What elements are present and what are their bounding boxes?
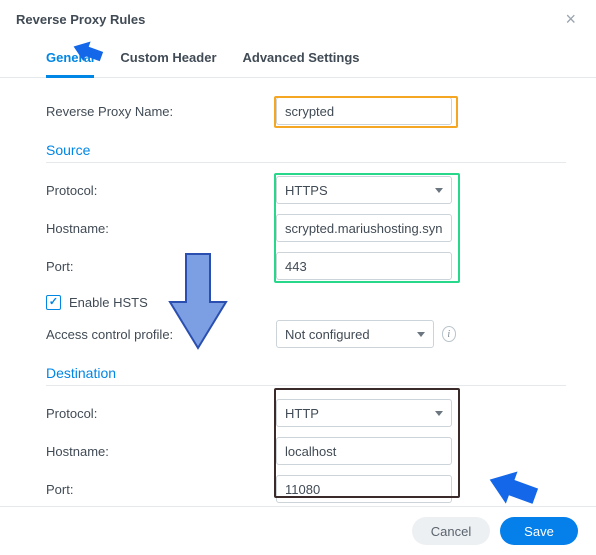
label-reverse-proxy-name: Reverse Proxy Name: [46, 104, 276, 119]
label-dst-protocol: Protocol: [46, 406, 276, 421]
src-hostname-input[interactable] [276, 214, 452, 242]
src-protocol-value: HTTPS [285, 183, 328, 198]
row-reverse-proxy-name: Reverse Proxy Name: [46, 94, 566, 128]
content-area: Reverse Proxy Name: Source Protocol: HTT… [0, 78, 596, 518]
section-source-title: Source [46, 132, 566, 163]
label-src-port: Port: [46, 259, 276, 274]
access-control-profile-select[interactable]: Not configured [276, 320, 434, 348]
dst-protocol-select[interactable]: HTTP [276, 399, 452, 427]
dialog-title: Reverse Proxy Rules [16, 12, 145, 27]
row-enable-hsts: ✓ Enable HSTS [46, 287, 566, 317]
titlebar: Reverse Proxy Rules × [0, 0, 596, 36]
enable-hsts-checkbox[interactable]: ✓ [46, 295, 61, 310]
label-enable-hsts: Enable HSTS [69, 295, 148, 310]
src-protocol-select[interactable]: HTTPS [276, 176, 452, 204]
chevron-down-icon [435, 411, 443, 416]
section-destination-title: Destination [46, 355, 566, 386]
label-dst-port: Port: [46, 482, 276, 497]
info-icon[interactable]: i [442, 326, 456, 342]
label-dst-hostname: Hostname: [46, 444, 276, 459]
dialog-footer: Cancel Save [0, 506, 596, 555]
dst-protocol-value: HTTP [285, 406, 319, 421]
tab-custom-header[interactable]: Custom Header [120, 50, 216, 78]
chevron-down-icon [435, 188, 443, 193]
tab-advanced-settings[interactable]: Advanced Settings [243, 50, 360, 78]
tabs: General Custom Header Advanced Settings [0, 36, 596, 78]
chevron-down-icon [417, 332, 425, 337]
save-button[interactable]: Save [500, 517, 578, 545]
row-access-control-profile: Access control profile: Not configured i [46, 317, 566, 351]
row-src-hostname: Hostname: [46, 211, 566, 245]
row-src-port: Port: [46, 249, 566, 283]
dst-hostname-input[interactable] [276, 437, 452, 465]
dst-port-input[interactable] [276, 475, 452, 503]
row-dst-hostname: Hostname: [46, 434, 566, 468]
access-control-profile-value: Not configured [285, 327, 370, 342]
src-port-input[interactable] [276, 252, 452, 280]
reverse-proxy-dialog: Reverse Proxy Rules × General Custom Hea… [0, 0, 596, 555]
label-access-control-profile: Access control profile: [46, 327, 276, 342]
label-src-protocol: Protocol: [46, 183, 276, 198]
row-src-protocol: Protocol: HTTPS [46, 173, 566, 207]
row-dst-port: Port: [46, 472, 566, 506]
reverse-proxy-name-input[interactable] [276, 97, 452, 125]
label-src-hostname: Hostname: [46, 221, 276, 236]
close-icon[interactable]: × [561, 10, 580, 28]
row-dst-protocol: Protocol: HTTP [46, 396, 566, 430]
tab-general[interactable]: General [46, 50, 94, 78]
cancel-button[interactable]: Cancel [412, 517, 490, 545]
